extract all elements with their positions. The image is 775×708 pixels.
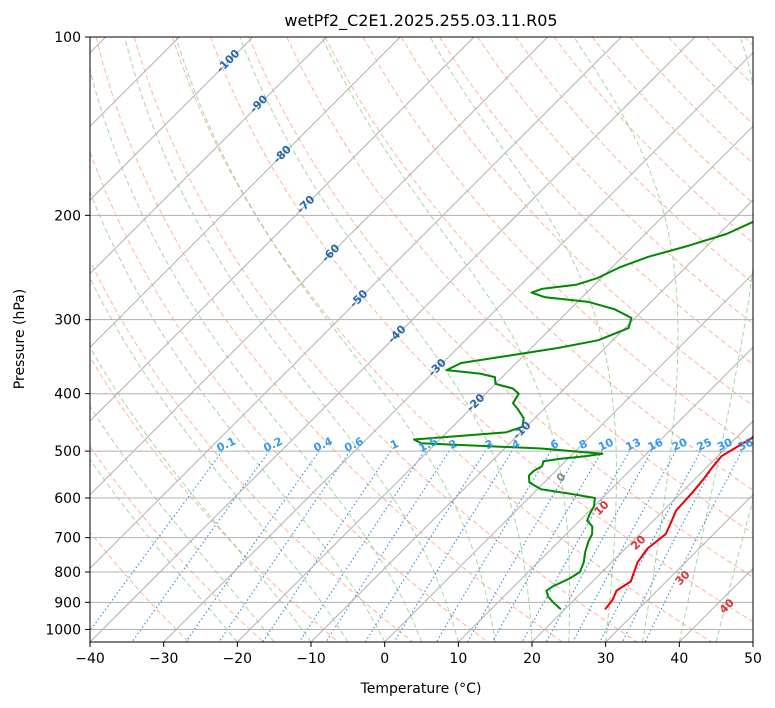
x-tick-label: 30: [597, 651, 615, 667]
x-tick-label: 10: [449, 651, 467, 667]
x-tick-label: 50: [744, 651, 762, 667]
dry-adiabat: [90, 259, 414, 642]
moist-adiabat: [90, 190, 386, 642]
y-tick-label: 400: [54, 387, 81, 403]
isotherm-gridline: [90, 37, 622, 570]
mixing-ratio-line: [491, 450, 603, 642]
dry-adiabat: [133, 37, 638, 642]
dry-adiabat: [90, 150, 488, 642]
y-tick-label: 900: [54, 595, 81, 611]
mixing-ratio-line: [572, 450, 677, 642]
dry-adiabat: [90, 356, 339, 642]
grid-layer: [90, 37, 753, 642]
x-tick-label: −10: [296, 651, 326, 667]
x-tick-label: −20: [223, 651, 253, 667]
x-tick-label: 40: [670, 651, 688, 667]
dry-adiabat: [324, 37, 753, 491]
mixing-ratio-line: [599, 450, 701, 642]
dry-adiabat: [90, 531, 190, 642]
moist-adiabat: [90, 458, 238, 642]
moist-adiabat: [321, 37, 571, 642]
isotherm-gridline: [457, 346, 753, 642]
dry-adiabat: [171, 37, 712, 642]
data-layer: [413, 220, 753, 611]
plot-frame: [89, 36, 754, 643]
mixing-ratio-line: [218, 450, 351, 642]
y-tick-label: 500: [54, 444, 81, 460]
isotherm-gridline: [310, 199, 753, 642]
x-tick-label: 20: [523, 651, 541, 667]
y-tick-label: 600: [54, 491, 81, 507]
moist-adiabat: [90, 277, 349, 642]
mixing-ratio-line: [621, 450, 722, 642]
moist-adiabat: [124, 37, 459, 642]
isotherm-gridline: [531, 420, 753, 642]
dry-adiabat: [286, 37, 753, 534]
dry-adiabat: [400, 37, 753, 407]
mixing-ratio-line: [185, 450, 320, 642]
dry-adiabat: [477, 37, 753, 325]
mixing-ratio-label: 20: [670, 435, 690, 453]
mixing-ratio-line: [262, 450, 392, 642]
chart-title: wetPf2_C2E1.2025.255.03.11.R05: [284, 11, 557, 31]
mixing-ratio-line: [298, 450, 425, 642]
mixing-ratio-label: 30: [715, 435, 735, 453]
mixing-ratio-line: [545, 450, 653, 642]
isotherm-gridline: [90, 37, 401, 349]
y-tick-label: 800: [54, 565, 81, 581]
moist-adiabat: [573, 37, 679, 642]
isotherm-gridline: [163, 51, 753, 642]
mixing-ratio-label: 36: [736, 435, 756, 453]
tick-layer: −40 −30 −20 −10 0 10 20 30 40 50 100 200 300 400 500 60…: [45, 30, 762, 667]
isotherm-gridline: [90, 37, 475, 422]
dry-adiabat: [248, 37, 753, 578]
y-tick-label: 100: [54, 30, 81, 46]
mixing-ratio-label: 25: [695, 436, 714, 454]
label-layer: -100-90-80-70-60-50-40-30-20-100.1 0.2 0.4…: [214, 47, 756, 617]
mixing-ratio-line: [90, 450, 223, 632]
mixing-ratio-label: 16: [646, 435, 666, 453]
y-tick-label: 700: [54, 531, 81, 547]
isotherm-gridline: [90, 37, 254, 201]
isotherm-gridline: [384, 272, 753, 642]
dry-adiabat: [515, 37, 753, 284]
moist-adiabat: [90, 67, 422, 642]
moist-adiabat: [90, 405, 275, 642]
mixing-ratio-label: 10: [596, 435, 616, 453]
isotherm-gridline: [90, 37, 549, 496]
dry-adiabat: [90, 445, 264, 642]
dry-adiabat: [438, 37, 753, 366]
mixing-ratio-line: [644, 450, 743, 642]
x-tick-label: 0: [380, 651, 389, 667]
mixing-ratio-line: [521, 450, 630, 642]
x-tick-label: −40: [75, 651, 105, 667]
y-tick-label: 1000: [45, 622, 81, 638]
moist-adiabat: [715, 498, 753, 642]
isotherm-gridline: [90, 37, 328, 275]
isotherm-gridline: [605, 493, 753, 642]
mixing-ratio-label: 13: [624, 436, 643, 454]
dewpoint-profile-line: [413, 220, 753, 611]
moist-adiabat: [239, 37, 533, 642]
x-axis-label: Temperature (°C): [360, 681, 482, 697]
y-tick-label: 200: [54, 208, 81, 224]
temperature-profile-line: [604, 434, 753, 611]
moist-adiabat: [429, 37, 617, 642]
dry-adiabat: [210, 37, 753, 623]
x-tick-label: −30: [149, 651, 179, 667]
dry-adiabat: [95, 37, 563, 642]
dry-adiabat: [362, 37, 753, 449]
y-axis-label: Pressure (hPa): [12, 289, 28, 389]
moist-adiabat: [678, 37, 753, 642]
isotherm-gridline: [90, 37, 696, 642]
moist-adiabat: [175, 37, 496, 642]
isotherm-gridline: [236, 125, 753, 642]
y-tick-label: 300: [54, 313, 81, 329]
